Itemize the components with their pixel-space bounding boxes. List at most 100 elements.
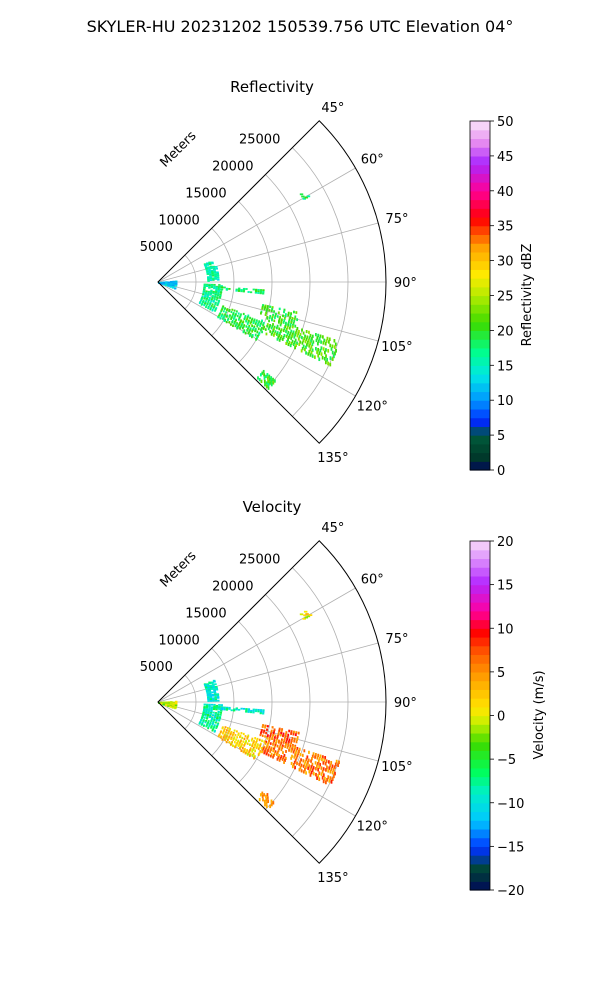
- echo-gate: [200, 723, 203, 726]
- echo-gate: [280, 320, 283, 324]
- echo-gate: [236, 327, 239, 330]
- echo-gate: [237, 708, 241, 711]
- echo-gate: [252, 748, 254, 752]
- echo-gate: [270, 799, 273, 803]
- echo-gate: [246, 322, 249, 325]
- echo-gate: [331, 770, 334, 775]
- echo-gate: [225, 287, 229, 290]
- echo-gate: [276, 744, 279, 748]
- echo-gate: [263, 379, 266, 384]
- echo-gate: [237, 739, 240, 743]
- echo-gate: [269, 734, 272, 738]
- echo-gate: [301, 341, 304, 345]
- echo-gate: [228, 706, 231, 709]
- echo-gate: [322, 347, 325, 351]
- echo-gate: [288, 326, 291, 330]
- echo-gate: [246, 737, 249, 740]
- echo-gate: [174, 287, 177, 290]
- echo-gate: [273, 327, 275, 331]
- echo-gate: [269, 381, 271, 385]
- echo-gate: [213, 691, 217, 694]
- echo-gate: [239, 320, 242, 324]
- echo-gate: [200, 303, 203, 306]
- echo-gate: [285, 334, 288, 338]
- echo-gate: [221, 286, 224, 289]
- echo-gate: [216, 718, 219, 720]
- echo-gate: [251, 324, 254, 327]
- azimuth-tick-label: 135°: [317, 451, 348, 466]
- echo-gate: [272, 743, 274, 746]
- echo-gate: [251, 749, 254, 753]
- echo-gate: [300, 763, 303, 767]
- suptitle: SKYLER-HU 20231202 150539.756 UTC Elevat…: [87, 17, 514, 36]
- echo-gate: [242, 320, 245, 323]
- echo-gate: [259, 712, 262, 715]
- echo-gate: [317, 347, 320, 352]
- echo-gate: [305, 771, 307, 775]
- echo-gate: [228, 730, 231, 733]
- echo-gate: [252, 710, 255, 712]
- echo-region: [218, 706, 265, 715]
- echo-gate: [207, 307, 210, 310]
- echo-gate: [229, 743, 232, 746]
- echo-gate: [327, 349, 330, 353]
- colorbar-tick-label: 20: [497, 535, 514, 550]
- echo-gate: [323, 356, 326, 361]
- echo-gate: [216, 273, 220, 276]
- echo-gate: [278, 319, 280, 323]
- echo-gate: [235, 289, 238, 292]
- echo-gate: [300, 769, 303, 773]
- echo-gate: [294, 333, 297, 337]
- echo-gate: [210, 286, 214, 289]
- azimuth-gridline: [157, 701, 356, 817]
- echo-gate: [233, 736, 236, 739]
- echo-gate: [237, 290, 241, 292]
- echo-gate: [283, 754, 286, 757]
- echo-gate: [240, 749, 243, 752]
- echo-gate: [219, 293, 222, 296]
- echo-gate: [212, 306, 215, 309]
- echo-gate: [297, 332, 300, 336]
- echo-gate: [293, 737, 296, 741]
- echo-gate: [276, 333, 278, 336]
- echo-region: [257, 369, 276, 390]
- echo-gate: [256, 324, 259, 328]
- echo-gate: [296, 736, 299, 739]
- echo-gate: [267, 753, 270, 757]
- echo-gate: [223, 308, 226, 311]
- echo-gate: [298, 329, 300, 333]
- echo-gate: [261, 739, 263, 743]
- echo-gate: [286, 746, 289, 749]
- echo-gate: [301, 195, 305, 198]
- echo-gate: [299, 760, 302, 764]
- echo-gate: [249, 322, 252, 325]
- colorbar-segment: [470, 400, 490, 410]
- echo-gate: [293, 748, 296, 752]
- echo-gate: [272, 741, 275, 744]
- echo-gate: [270, 376, 273, 380]
- echo-gate: [311, 342, 314, 347]
- echo-gate: [260, 728, 263, 732]
- echo-gate: [315, 772, 317, 777]
- echo-gate: [205, 687, 208, 690]
- echo-gate: [262, 731, 265, 734]
- echo-gate: [276, 331, 279, 335]
- echo-gate: [267, 749, 269, 752]
- echo-gate: [247, 291, 250, 293]
- sector-outline: [157, 120, 387, 444]
- echo-gate: [256, 743, 259, 746]
- echo-gate: [251, 743, 254, 746]
- echo-gate: [203, 707, 206, 709]
- azimuth-tick-label: 120°: [357, 400, 388, 415]
- echo-gate: [241, 736, 244, 740]
- echo-gate: [213, 690, 217, 692]
- echo-gate: [246, 329, 249, 332]
- echo-gate: [335, 348, 337, 353]
- echo-gate: [255, 708, 258, 711]
- echo-gate: [306, 615, 311, 618]
- echo-gate: [299, 193, 304, 196]
- echo-gate: [230, 731, 233, 734]
- echo-gate: [274, 734, 277, 738]
- echo-gate: [259, 289, 263, 291]
- echo-gate: [256, 323, 259, 326]
